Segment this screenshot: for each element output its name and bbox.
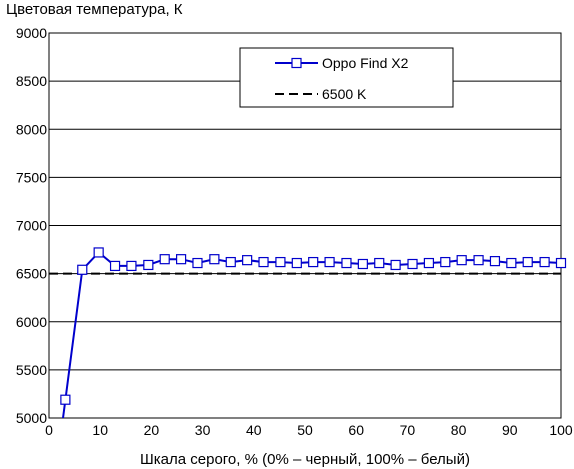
data-point xyxy=(126,260,137,272)
x-tick-label: 100 xyxy=(549,422,573,438)
y-tick-label: 9000 xyxy=(16,25,47,41)
x-tick-labels: 0 10 20 30 40 50 60 70 80 90 100 xyxy=(45,422,573,438)
x-tick-label: 80 xyxy=(451,422,467,438)
data-point xyxy=(555,257,567,269)
data-point xyxy=(60,394,71,405)
series-line-oppo-find-x2 xyxy=(62,251,561,418)
data-point xyxy=(192,257,203,269)
legend-label-6500k: 6500 K xyxy=(322,86,367,102)
x-tick-label: 70 xyxy=(400,422,416,438)
data-point xyxy=(357,258,368,270)
x-tick-label: 90 xyxy=(502,422,518,438)
y-tick-label: 7500 xyxy=(16,169,47,185)
y-tick-label: 8500 xyxy=(16,73,47,89)
data-point xyxy=(423,257,435,269)
data-point xyxy=(258,256,269,268)
legend-marker-oppo-find-x2 xyxy=(291,57,302,69)
data-point xyxy=(93,247,104,258)
data-point xyxy=(209,254,220,265)
x-tick-label: 0 xyxy=(45,422,53,438)
x-tick-label: 60 xyxy=(348,422,364,438)
data-point xyxy=(506,257,517,269)
data-point xyxy=(275,256,286,268)
y-tick-label: 6000 xyxy=(16,314,47,330)
data-point xyxy=(440,256,451,268)
data-point xyxy=(374,257,385,269)
data-point xyxy=(324,256,335,268)
y-tick-label: 7000 xyxy=(16,218,47,234)
data-point xyxy=(473,255,484,266)
legend: Oppo Find X2 6500 K xyxy=(239,47,454,108)
data-point xyxy=(291,257,302,269)
data-point xyxy=(143,259,154,271)
y-tick-label: 5000 xyxy=(16,410,47,426)
data-point xyxy=(456,255,467,266)
x-axis-title: Шкала серого, % (0% – черный, 100% – бел… xyxy=(140,451,470,468)
x-tick-label: 30 xyxy=(195,422,211,438)
data-point xyxy=(522,256,533,268)
y-tick-label: 8000 xyxy=(16,121,47,137)
data-point xyxy=(308,256,319,268)
series-layer xyxy=(49,247,567,418)
x-tick-label: 10 xyxy=(92,422,108,438)
y-axis-title: Цветовая температура, К xyxy=(6,1,183,18)
x-tick-label: 50 xyxy=(297,422,313,438)
data-point xyxy=(225,256,236,268)
data-point xyxy=(242,255,253,266)
data-point xyxy=(175,254,187,265)
data-point xyxy=(341,257,352,269)
data-point xyxy=(407,258,418,270)
y-tick-labels: 5000 5500 6000 6500 7000 7500 8000 8500 9000 xyxy=(16,25,47,426)
data-point xyxy=(390,259,401,271)
data-point xyxy=(539,256,550,268)
data-point xyxy=(489,256,501,267)
legend-label-oppo-find-x2: Oppo Find X2 xyxy=(322,55,409,71)
legend-box xyxy=(239,47,454,108)
data-point xyxy=(77,264,88,275)
y-tick-label: 5500 xyxy=(16,362,47,378)
x-tick-label: 40 xyxy=(246,422,262,438)
data-point xyxy=(159,254,170,265)
data-point xyxy=(109,260,121,272)
y-tick-label: 6500 xyxy=(16,266,47,282)
x-tick-label: 20 xyxy=(144,422,160,438)
plot-frame xyxy=(48,32,562,419)
